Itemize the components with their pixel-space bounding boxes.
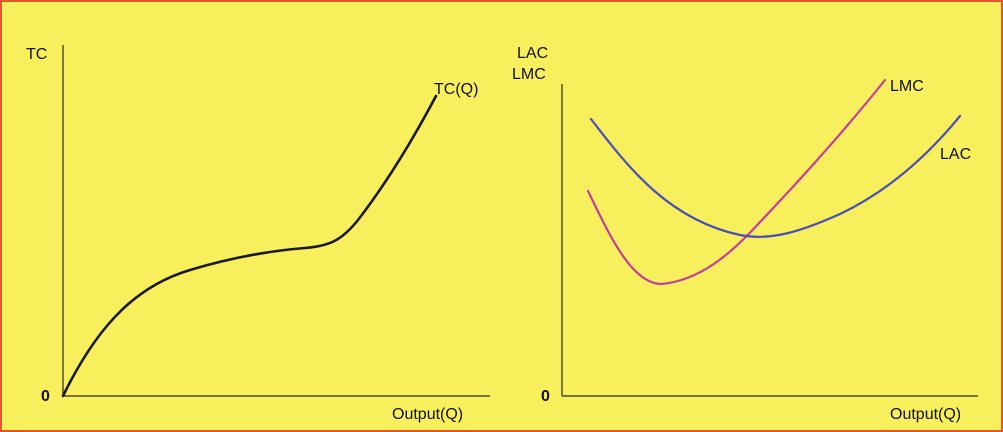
lac-lmc-origin-label: 0: [541, 388, 550, 405]
lac-curve: [589, 114, 962, 238]
lac-lmc-y-axis-label-lmc: LMC: [512, 66, 546, 83]
tc-curve: [61, 94, 438, 398]
lac-curve-label: LAC: [940, 146, 971, 163]
lmc-curve: [586, 78, 887, 286]
lmc-curve-label: LMC: [890, 78, 924, 95]
lac-lmc-y-axis-label-lac: LAC: [517, 45, 548, 62]
tc-x-axis-label: Output(Q): [392, 406, 463, 423]
long-run-cost-panel: LAC LMC 0 Output(Q) LMC LAC: [512, 45, 978, 423]
tc-origin-label: 0: [41, 388, 50, 405]
lac-lmc-x-axis-label: Output(Q): [890, 406, 961, 423]
total-cost-panel: TC 0 Output(Q) TC(Q): [26, 45, 490, 423]
tc-y-axis-label: TC: [26, 46, 47, 63]
tc-curve-label: TC(Q): [434, 81, 478, 98]
